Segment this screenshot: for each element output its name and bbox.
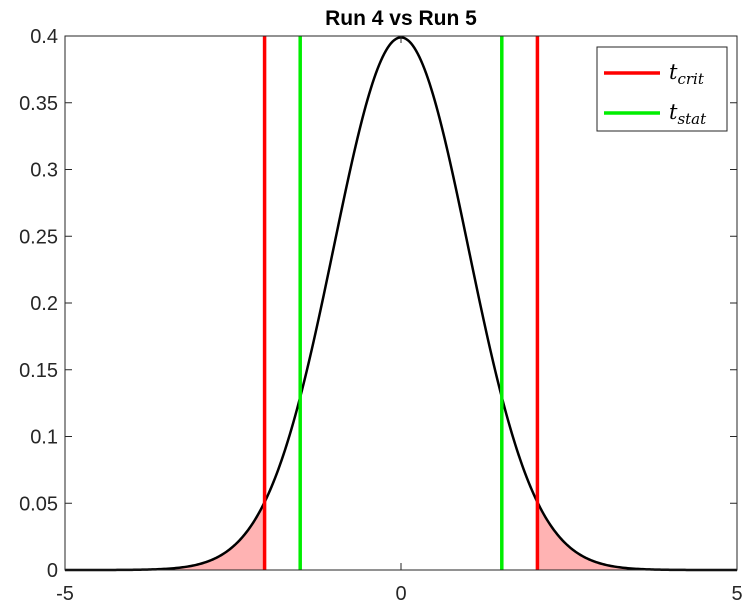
y-tick-label: 0.1 bbox=[30, 427, 58, 449]
x-tick-label: 5 bbox=[731, 583, 742, 605]
right-tail-area bbox=[537, 502, 737, 570]
y-tick-label: 0.15 bbox=[19, 360, 58, 382]
left-tail-area bbox=[65, 502, 265, 570]
y-tick-label: 0.3 bbox=[30, 160, 58, 182]
x-tick-label: 0 bbox=[395, 583, 406, 605]
legend-box bbox=[596, 46, 728, 132]
y-tick-label: 0.25 bbox=[19, 226, 58, 248]
legend-label-stat: tstat bbox=[669, 100, 707, 128]
y-tick-label: 0 bbox=[47, 560, 58, 582]
y-tick-label: 0.4 bbox=[30, 26, 58, 48]
legend-label-crit: tcrit bbox=[669, 60, 705, 88]
x-tick-labels: -5 0 5 bbox=[56, 583, 742, 605]
vertical-lines bbox=[262, 36, 540, 570]
tick-marks bbox=[64, 35, 738, 571]
y-tick-label: 0.2 bbox=[30, 293, 58, 315]
y-tick-label: 0.05 bbox=[19, 493, 58, 515]
shaded-tails bbox=[65, 502, 737, 570]
y-tick-label: 0.35 bbox=[19, 93, 58, 115]
chart-title: Run 4 vs Run 5 bbox=[325, 7, 477, 30]
y-tick-labels: 0 0.05 0.1 0.15 0.2 0.25 0.3 0.35 0.4 bbox=[19, 26, 58, 582]
x-tick-label: -5 bbox=[56, 583, 74, 605]
legend: tcrit tstat bbox=[596, 46, 728, 132]
